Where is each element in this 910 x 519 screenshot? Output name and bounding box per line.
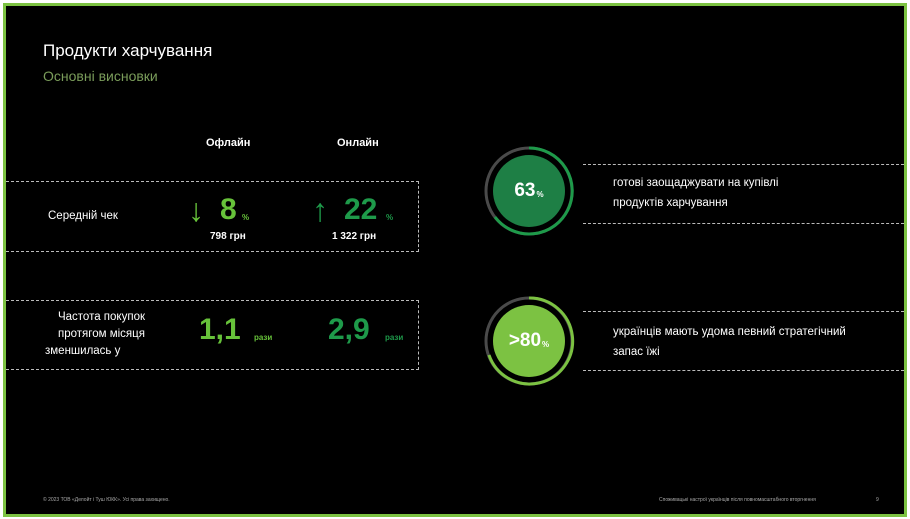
stat-circle-80: >80% (481, 293, 577, 389)
online-frequency-unit: рази (385, 333, 404, 342)
offline-frequency-unit: рази (254, 333, 273, 342)
stat-description-line-2: запас їжі (613, 346, 660, 358)
online-check-change: 22 (344, 193, 378, 226)
stat-unit: % (536, 190, 544, 199)
ring-icon (484, 146, 574, 236)
stat-divider-top (583, 311, 904, 312)
slide-title: Продукти харчування (43, 41, 213, 60)
row-label-line-3: зменшилась у (45, 345, 121, 357)
ring-icon (484, 296, 575, 386)
row-label-average-check: Середній чек (48, 210, 118, 222)
online-check-amount: 1 322 грн (332, 231, 377, 242)
stat-description-80: українців мають удома певний стратегічни… (613, 322, 846, 362)
stat-unit: % (542, 340, 550, 349)
slide-subtitle: Основні висновки (43, 68, 158, 84)
stat-description-line-1: готові заощаджувати на купівлі (613, 177, 779, 189)
arrow-up-icon: ↑ (312, 192, 328, 228)
arrow-down-icon: ↓ (188, 192, 204, 228)
row-label-line-2: протягом місяця (58, 328, 145, 340)
row-average-check: Середній чек ↓ 8 % 798 грн ↑ 22 % 1 322 … (6, 181, 419, 252)
offline-frequency-value: 1,1 (199, 313, 241, 346)
offline-check-unit: % (242, 213, 250, 222)
stat-circle-63: 63% (481, 143, 577, 239)
offline-check-amount: 798 грн (210, 231, 246, 242)
stat-value-80: >80% (481, 293, 577, 389)
stat-description-line-1: українців мають удома певний стратегічни… (613, 326, 846, 338)
stat-value-63: 63% (481, 143, 577, 239)
footer-report-title: Споживацькі настрої українців після повн… (659, 497, 816, 503)
slide-frame: Продукти харчування Основні висновки Офл… (3, 3, 907, 517)
row-purchase-frequency: Частота покупок протягом місяця зменшила… (6, 300, 419, 370)
online-check-unit: % (386, 213, 394, 222)
stat-number: >80 (508, 330, 542, 351)
stat-description-line-2: продуктів харчування (613, 197, 728, 209)
stat-divider-bottom (583, 223, 904, 224)
online-frequency-value: 2,9 (328, 313, 370, 346)
row-label-line-1: Частота покупок (57, 311, 145, 323)
column-header-online: Онлайн (337, 137, 379, 149)
footer-page-number: 9 (876, 497, 879, 503)
stat-divider-top (583, 164, 904, 165)
offline-check-change: 8 (220, 193, 237, 226)
stat-description-63: готові заощаджувати на купівлі продуктів… (613, 173, 778, 213)
row-label-purchase-frequency: Частота покупок протягом місяця зменшила… (44, 309, 159, 360)
stat-number: 63 (514, 180, 536, 201)
footer-copyright: © 2023 ТОВ «Делойт і Туш ЮКК». Усі права… (43, 497, 170, 503)
column-header-offline: Офлайн (206, 137, 251, 149)
stat-divider-bottom (583, 370, 904, 371)
